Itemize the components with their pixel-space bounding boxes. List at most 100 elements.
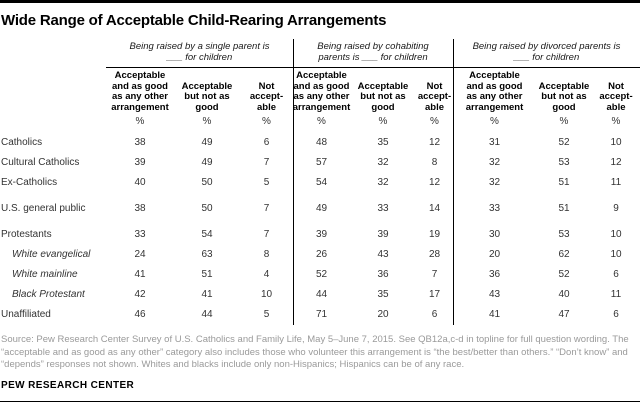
col-header-not-acceptable: Not accept- able <box>417 80 452 113</box>
value-cell: 31 <box>488 137 501 148</box>
percent-sign: % <box>262 116 271 127</box>
value-cell: 41 <box>488 309 501 320</box>
value-cell: 43 <box>488 289 501 300</box>
value-cell: 5 <box>263 177 270 188</box>
row-label-white-mainline: White mainline <box>12 269 78 280</box>
percent-sign: % <box>202 116 212 127</box>
corner-spacer <box>0 39 106 68</box>
child-rearing-table: Being raised by a single parent is ___ f… <box>0 39 640 325</box>
col-header-acceptable-not-as-good: Acceptable but not as good <box>538 80 590 113</box>
value-cell: 63 <box>201 249 213 260</box>
value-cell: 11 <box>610 177 622 188</box>
corner-spacer <box>0 68 106 114</box>
value-cell: 47 <box>558 309 570 320</box>
col-header-acceptable-not-as-good: Acceptable but not as good <box>181 80 233 113</box>
value-cell: 10 <box>260 289 273 300</box>
value-cell: 10 <box>610 137 622 148</box>
row-label-black-protestant: Black Protestant <box>12 289 85 300</box>
value-cell: 53 <box>558 229 570 240</box>
value-cell: 49 <box>315 203 328 214</box>
value-cell: 39 <box>377 229 389 240</box>
value-cell: 8 <box>263 249 270 260</box>
value-cell: 36 <box>377 269 389 280</box>
value-cell: 12 <box>428 177 441 188</box>
value-cell: 7 <box>263 229 270 240</box>
top-rule <box>0 0 640 3</box>
value-cell: 12 <box>610 157 622 168</box>
value-cell: 10 <box>610 229 622 240</box>
group-header-single-parent: Being raised by a single parent is ___ f… <box>106 39 293 68</box>
group-divider-2 <box>453 39 454 325</box>
footer-brand: PEW RESEARCH CENTER <box>1 379 135 391</box>
value-cell: 51 <box>558 203 570 214</box>
value-cell: 33 <box>377 203 389 214</box>
percent-sign: % <box>317 116 326 127</box>
value-cell: 6 <box>613 269 619 280</box>
value-cell: 38 <box>134 137 146 148</box>
percent-sign: % <box>430 116 439 127</box>
value-cell: 54 <box>201 229 213 240</box>
value-cell: 26 <box>315 249 328 260</box>
value-cell: 32 <box>377 177 389 188</box>
value-cell: 4 <box>263 269 270 280</box>
table-grid: Being raised by a single parent is ___ f… <box>0 39 640 325</box>
bottom-rule <box>0 401 640 402</box>
value-cell: 10 <box>610 249 622 260</box>
source-note: Source: Pew Research Center Survey of U.… <box>1 334 629 370</box>
value-cell: 40 <box>558 289 570 300</box>
value-cell: 41 <box>201 289 213 300</box>
percent-sign: % <box>135 116 145 127</box>
value-cell: 49 <box>201 137 213 148</box>
group-header-divorced: Being raised by divorced parents is ___ … <box>453 39 640 68</box>
col-header-acceptable-as-good: Acceptable and as good as any other arra… <box>292 70 351 113</box>
col-header-acceptable-as-good: Acceptable and as good as any other arra… <box>111 70 169 113</box>
corner-spacer <box>0 114 106 133</box>
value-cell: 17 <box>428 289 441 300</box>
percent-sign: % <box>378 116 388 127</box>
value-cell: 71 <box>315 309 328 320</box>
value-cell: 33 <box>488 203 501 214</box>
percent-sign: % <box>611 116 621 127</box>
value-cell: 50 <box>201 203 213 214</box>
value-cell: 53 <box>558 157 570 168</box>
value-cell: 24 <box>134 249 146 260</box>
value-cell: 7 <box>431 269 438 280</box>
row-label-white-evangelical: White evangelical <box>12 249 91 260</box>
value-cell: 14 <box>428 203 441 214</box>
value-cell: 38 <box>134 203 146 214</box>
row-label-ex-catholics: Ex-Catholics <box>1 177 58 188</box>
value-cell: 11 <box>610 289 622 300</box>
row-label-protestants: Protestants <box>1 229 52 240</box>
value-cell: 6 <box>263 137 270 148</box>
value-cell: 33 <box>134 229 146 240</box>
value-cell: 62 <box>558 249 570 260</box>
value-cell: 44 <box>201 309 213 320</box>
value-cell: 40 <box>134 177 146 188</box>
value-cell: 36 <box>488 269 501 280</box>
value-cell: 7 <box>263 157 270 168</box>
value-cell: 30 <box>488 229 501 240</box>
value-cell: 51 <box>201 269 213 280</box>
row-label-cultural-catholics: Cultural Catholics <box>1 157 80 168</box>
value-cell: 57 <box>315 157 328 168</box>
value-cell: 54 <box>315 177 328 188</box>
value-cell: 5 <box>263 309 270 320</box>
value-cell: 39 <box>134 157 146 168</box>
col-header-acceptable-not-as-good: Acceptable but not as good <box>357 80 409 113</box>
value-cell: 44 <box>315 289 328 300</box>
value-cell: 52 <box>558 269 570 280</box>
value-cell: 20 <box>488 249 501 260</box>
value-cell: 50 <box>201 177 213 188</box>
value-cell: 28 <box>428 249 441 260</box>
col-header-acceptable-as-good: Acceptable and as good as any other arra… <box>465 70 524 113</box>
value-cell: 43 <box>377 249 389 260</box>
value-cell: 39 <box>315 229 328 240</box>
value-cell: 49 <box>201 157 213 168</box>
value-cell: 32 <box>488 157 501 168</box>
value-cell: 19 <box>428 229 441 240</box>
value-cell: 51 <box>558 177 570 188</box>
group-header-cohabiting: Being raised by cohabiting parents is __… <box>293 39 453 68</box>
value-cell: 32 <box>377 157 389 168</box>
value-cell: 20 <box>377 309 389 320</box>
group-divider-1 <box>293 39 294 325</box>
